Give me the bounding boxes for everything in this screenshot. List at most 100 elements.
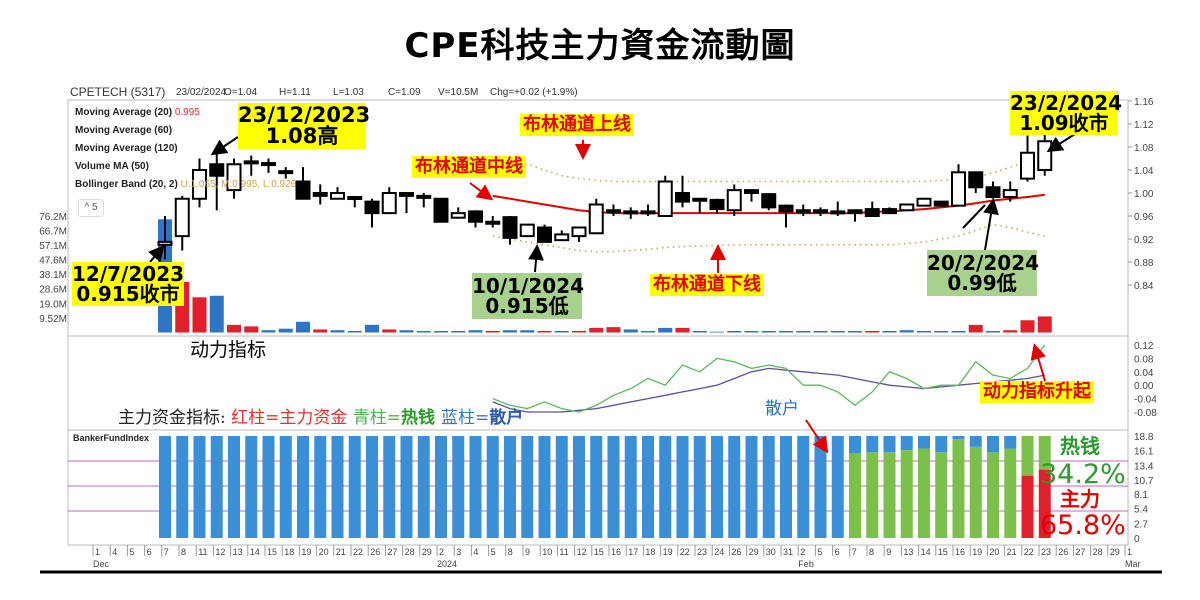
- hot-money-bar: [849, 453, 861, 538]
- fund-legend-green: 青柱=: [352, 408, 402, 428]
- retail-bar: [504, 436, 516, 538]
- volume-bar: [934, 330, 949, 333]
- header-low: L=1.03: [333, 87, 364, 98]
- x-tick-label: 19: [301, 547, 311, 557]
- volume-bar: [347, 330, 362, 333]
- volume-bar: [744, 330, 759, 333]
- low-date: 10/1/2024: [472, 274, 585, 298]
- hot-money-bar: [935, 452, 948, 538]
- fund-legend-retail: 散户: [489, 408, 524, 428]
- momentum-lines: [492, 344, 1046, 413]
- candle-body: [312, 192, 328, 197]
- x-tick-label: 22: [680, 547, 690, 557]
- momentum-tick-label: 0.00: [1134, 381, 1154, 392]
- volume-tick-label: 28.6M: [39, 285, 67, 296]
- x-tick-label: 1: [1127, 547, 1132, 557]
- retail-bar: [711, 436, 723, 538]
- volume-bar: [727, 330, 742, 333]
- x-tick-label: 7: [164, 547, 169, 557]
- volume-bar: [399, 330, 414, 333]
- banker-tick-label: 10.7: [1134, 476, 1154, 487]
- x-tick-label: 19: [972, 547, 982, 557]
- volume-bar: [796, 330, 811, 333]
- retail-bar: [348, 436, 361, 538]
- x-tick-label: 5: [491, 547, 496, 557]
- legend-bollinger[interactable]: Bollinger Band (20, 2) U:1.065, M:0.995,…: [75, 179, 296, 190]
- legend-volume-ma[interactable]: Volume MA (50): [75, 161, 149, 172]
- momentum-tick-label: 0.12: [1134, 341, 1154, 352]
- x-tick-label: 7: [852, 547, 857, 557]
- volume-bar: [227, 324, 241, 333]
- retail-bar: [486, 436, 499, 538]
- price-tick-label: 1.08: [1134, 143, 1154, 154]
- candle-body: [261, 162, 276, 167]
- x-month-label: 2024: [437, 559, 457, 569]
- price-tick-label: 1.00: [1134, 189, 1154, 200]
- retail-bar: [918, 436, 930, 449]
- x-tick-label: 27: [387, 547, 397, 557]
- retail-bar: [866, 436, 879, 453]
- candle-body: [243, 160, 259, 165]
- collapse-legend-button[interactable]: ^ 5: [78, 199, 104, 217]
- volume-tick-label: 38.1M: [39, 270, 67, 281]
- volume-bar: [848, 330, 862, 333]
- x-tick-label: 9: [525, 547, 530, 557]
- label-momentum: 动力指标: [190, 339, 267, 361]
- legend-ma60[interactable]: Moving Average (60): [75, 125, 173, 136]
- last-date: 23/2/2024: [1010, 91, 1123, 115]
- candle-body: [899, 203, 915, 212]
- x-tick-label: 6: [835, 547, 840, 557]
- candle-body: [433, 197, 449, 223]
- legend-ma120[interactable]: Moving Average (120): [75, 143, 178, 154]
- banker-fund-bars: [159, 436, 1051, 538]
- banker-tick-label: 8.1: [1134, 490, 1148, 501]
- legend-ma20[interactable]: Moving Average (20) 0.995: [75, 107, 200, 118]
- x-tick-label: 20: [319, 547, 329, 557]
- volume-tick-label: 76.2M: [39, 212, 67, 223]
- momentum-tick-label: -0.08: [1134, 408, 1157, 419]
- retail-bar: [659, 436, 672, 538]
- volume-bar: [468, 330, 483, 333]
- fund-legend-red: 红柱=主力资金: [231, 408, 353, 428]
- hot-money-bar: [987, 452, 999, 538]
- volume-bar: [761, 330, 776, 333]
- x-tick-label: 13: [903, 547, 913, 557]
- volume-bar: [382, 329, 397, 333]
- volume-bar: [710, 331, 724, 333]
- main-percent: 65.8%: [1040, 510, 1126, 541]
- retail-bar: [366, 436, 378, 538]
- volume-bar: [296, 321, 310, 333]
- candle-body: [606, 209, 621, 214]
- candle-body: [830, 210, 846, 215]
- retail-bar: [935, 436, 948, 453]
- x-tick-label: 3: [456, 547, 461, 557]
- x-tick-label: 22: [1024, 547, 1034, 557]
- candle-body: [778, 204, 794, 213]
- x-tick-label: 11: [198, 547, 207, 557]
- volume-bar: [606, 327, 621, 333]
- price-tick-label: 0.88: [1134, 258, 1154, 269]
- x-tick-label: 14: [250, 547, 260, 557]
- x-tick-label: 5: [129, 547, 134, 557]
- volume-bar: [520, 330, 535, 333]
- candle-body: [675, 192, 690, 203]
- banker-tick-label: 16.1: [1134, 447, 1154, 458]
- label-bb-lower: 布林通道下线: [650, 274, 764, 296]
- volume-bar: [313, 329, 328, 333]
- banker-title: BankerFundIndex: [73, 433, 150, 443]
- candle-body: [571, 226, 587, 238]
- label-retail: 散户: [765, 399, 799, 419]
- volume-bar: [1020, 320, 1035, 333]
- retail-bar: [452, 436, 465, 538]
- volume-bar: [451, 330, 466, 333]
- retail-bar: [193, 436, 206, 538]
- retail-bar: [521, 436, 534, 538]
- volume-bar: [882, 330, 897, 333]
- retail-bar: [693, 436, 706, 538]
- x-tick-label: 13: [233, 547, 243, 557]
- candle-body: [502, 216, 518, 239]
- candle-body: [951, 171, 966, 207]
- candle-body: [726, 189, 742, 212]
- momentum-tick-label: 0.08: [1134, 354, 1154, 365]
- annotation-low: 10/1/2024 0.915低: [472, 273, 585, 319]
